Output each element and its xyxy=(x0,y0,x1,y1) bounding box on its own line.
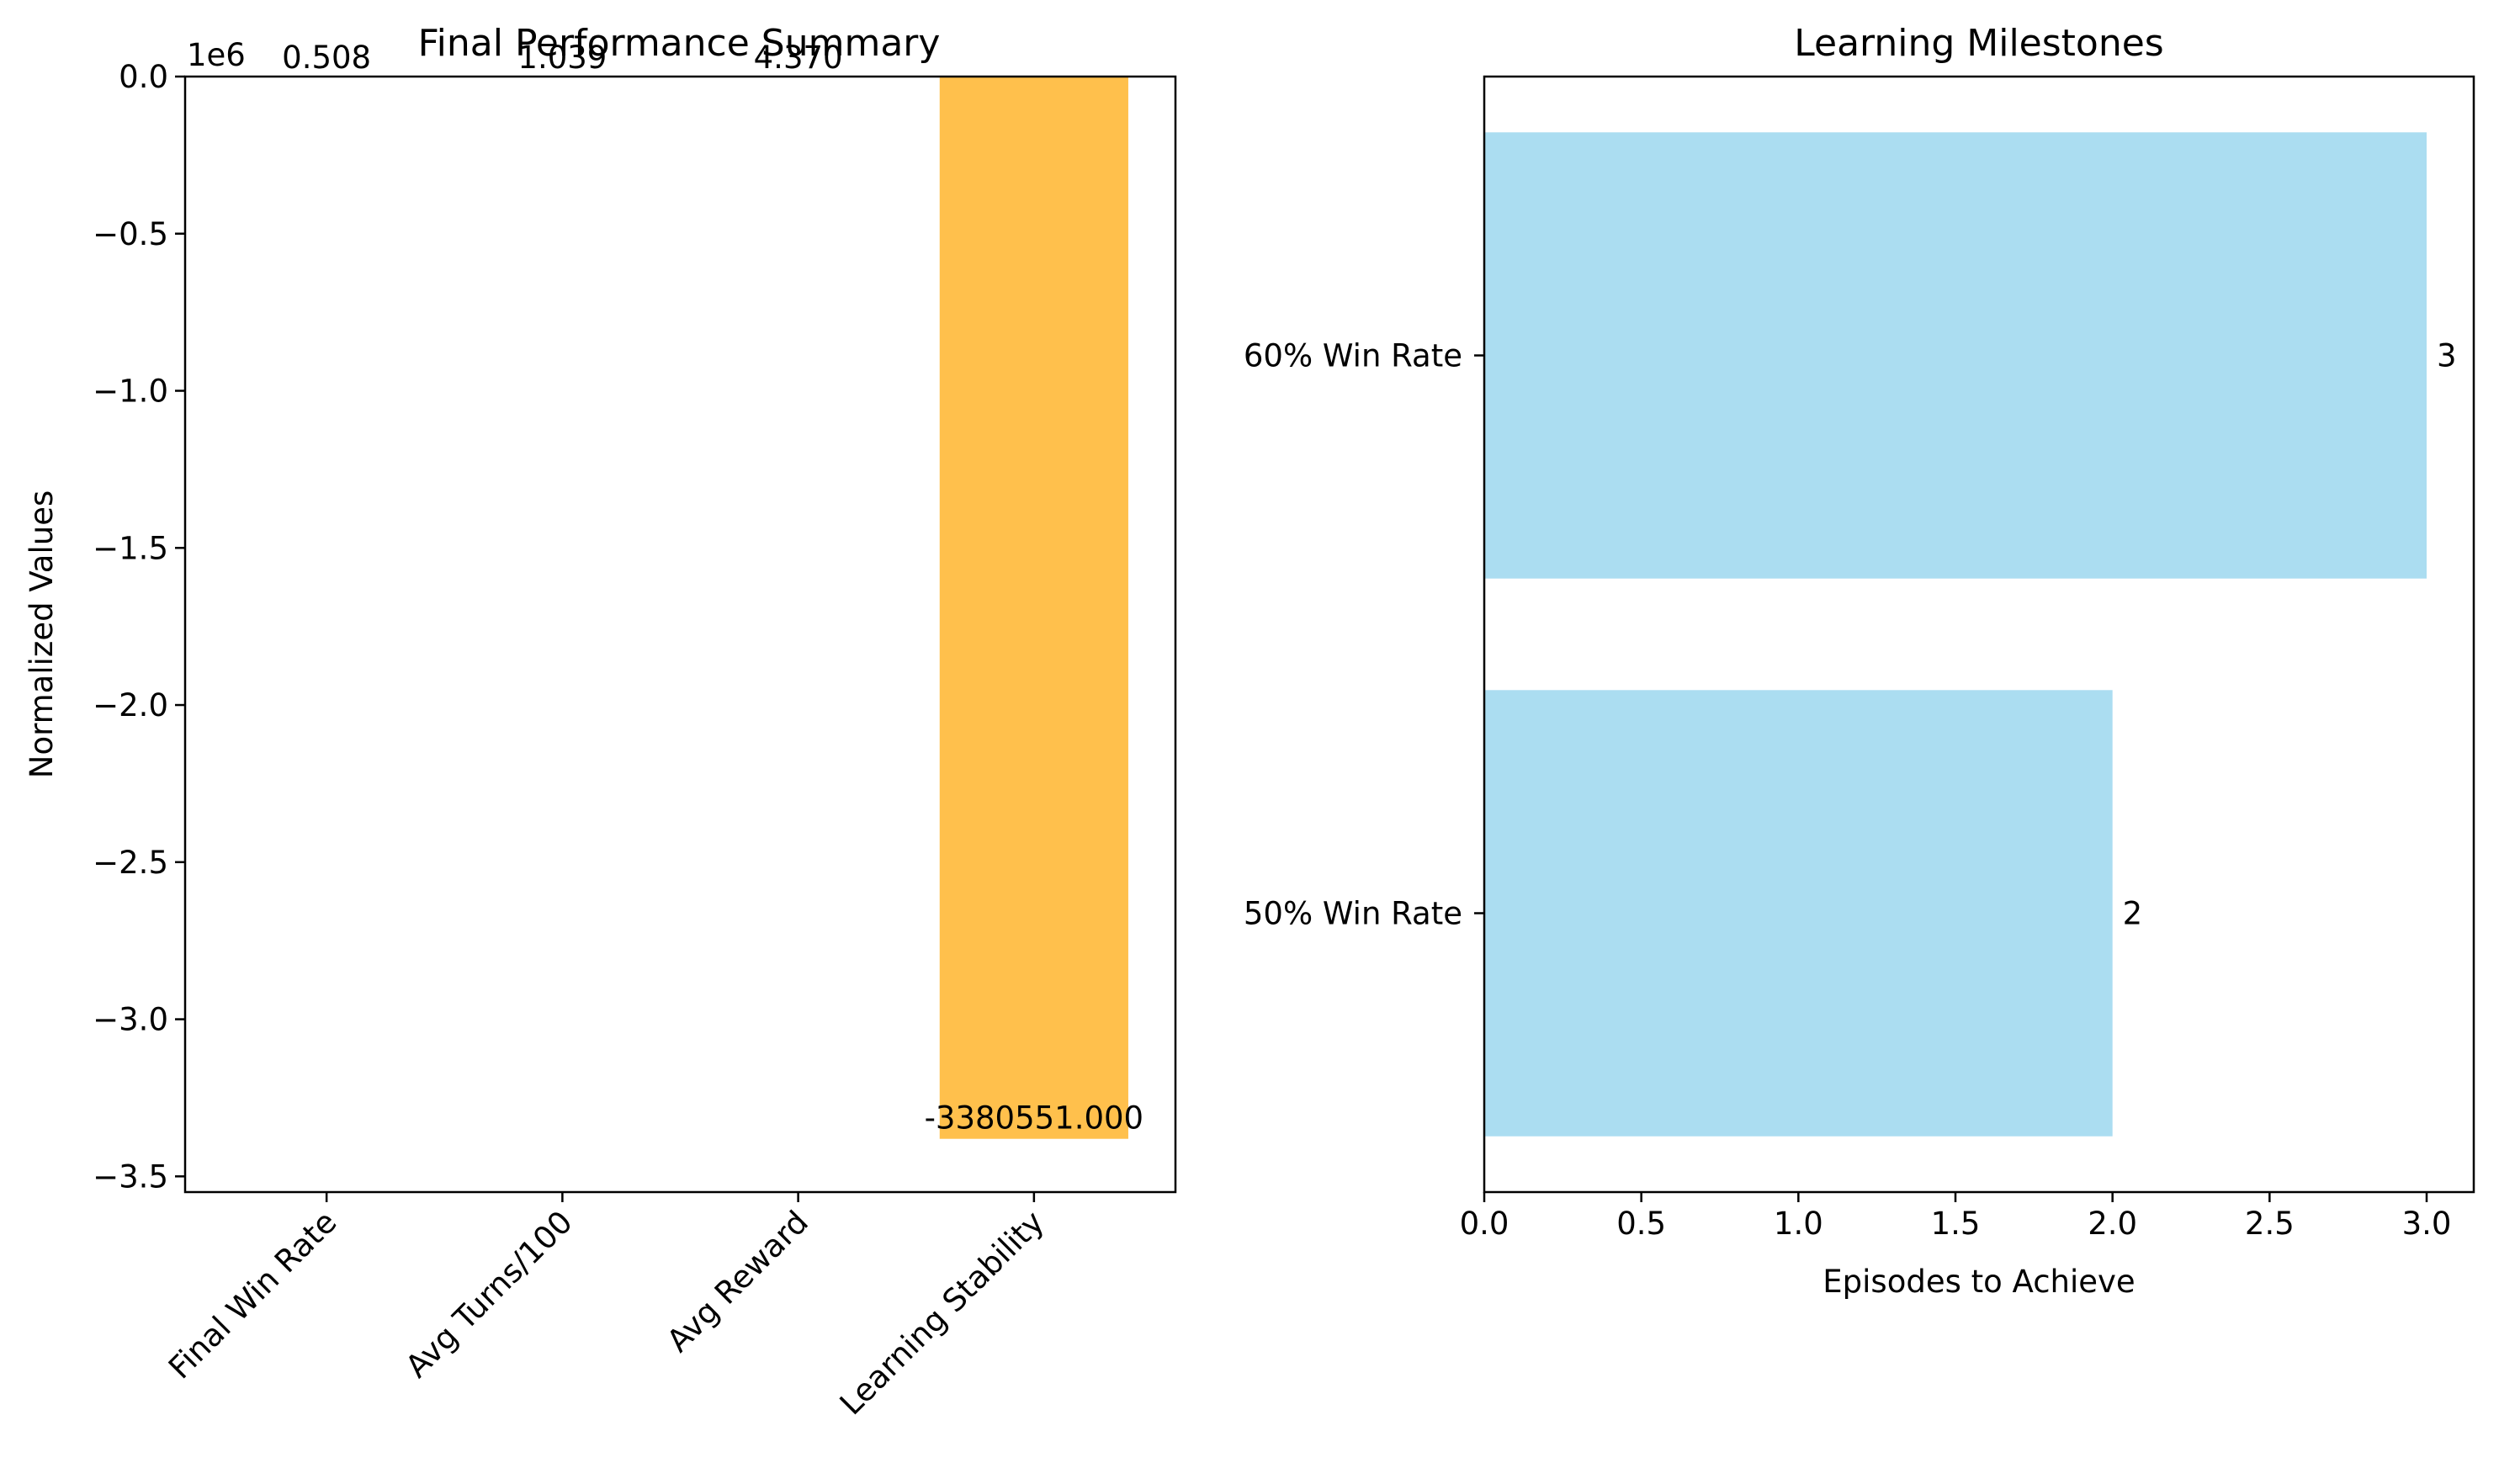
y-tick-label: 0.0 xyxy=(119,59,168,95)
y-tick-label: −2.0 xyxy=(93,687,168,723)
data-label: -3380551.000 xyxy=(925,1100,1144,1137)
y-tick-label: −2.5 xyxy=(93,845,168,881)
x-axis-ticks: 0.0 0.5 1.0 1.5 2.0 2.5 3.0 xyxy=(1460,1192,2452,1242)
bar-group xyxy=(232,76,1128,1139)
bar-group xyxy=(1484,132,2427,1137)
y-axis-ticks: 0.0 −0.5 −1.0 −1.5 −2.0 −2.5 −3.0 −3.5 xyxy=(93,59,185,1195)
data-labels: 0.508 1.039 4.370 -3380551.000 xyxy=(282,40,1143,1137)
x-tick-label: 3.0 xyxy=(2402,1206,2452,1242)
plot-frame xyxy=(1483,75,2475,1194)
data-label: 1.039 xyxy=(517,40,607,76)
bar xyxy=(1484,690,2113,1137)
x-tick-label: 2.0 xyxy=(2088,1206,2137,1242)
x-tick-label: 0.0 xyxy=(1460,1206,1509,1242)
data-label: 4.370 xyxy=(754,40,843,76)
chart-title: Learning Milestones xyxy=(1794,22,2163,65)
data-label: 2 xyxy=(2123,896,2143,932)
y-tick-label: 50% Win Rate xyxy=(1244,896,1462,932)
y-axis-offset-text: 1e6 xyxy=(187,37,246,73)
data-label: 0.508 xyxy=(282,40,371,76)
plot-frame xyxy=(183,75,1177,1194)
x-tick-label: 1.5 xyxy=(1931,1206,1981,1242)
x-tick-label: 2.5 xyxy=(2245,1206,2295,1242)
y-axis-label: Normalized Values xyxy=(24,490,60,778)
y-tick-label: −1.5 xyxy=(93,530,168,566)
y-axis-ticks: 50% Win Rate 60% Win Rate xyxy=(1244,338,1484,932)
chart-title: Final Performance Summary xyxy=(418,22,941,65)
x-tick-label: 1.0 xyxy=(1774,1206,1823,1242)
data-label: 3 xyxy=(2437,338,2457,374)
y-tick-label: −3.0 xyxy=(93,1002,168,1038)
bar xyxy=(1484,132,2427,579)
bar xyxy=(939,77,1128,1139)
data-labels: 23 xyxy=(2123,338,2457,932)
y-tick-label: −0.5 xyxy=(93,216,168,252)
learning-milestones-chart: Learning Milestones 50% Win Rate 60% Win … xyxy=(1244,22,2475,1300)
x-axis-label: Episodes to Achieve xyxy=(1823,1264,2135,1300)
y-tick-label: −1.0 xyxy=(93,374,168,410)
x-tick-label: 0.5 xyxy=(1616,1206,1666,1242)
y-tick-label: 60% Win Rate xyxy=(1244,338,1462,374)
y-tick-label: −3.5 xyxy=(93,1158,168,1195)
